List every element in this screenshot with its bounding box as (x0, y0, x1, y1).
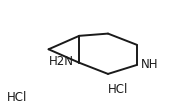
Text: HCl: HCl (7, 91, 28, 104)
Text: NH: NH (140, 58, 158, 71)
Text: HCl: HCl (108, 83, 128, 96)
Text: H2N: H2N (49, 55, 74, 68)
